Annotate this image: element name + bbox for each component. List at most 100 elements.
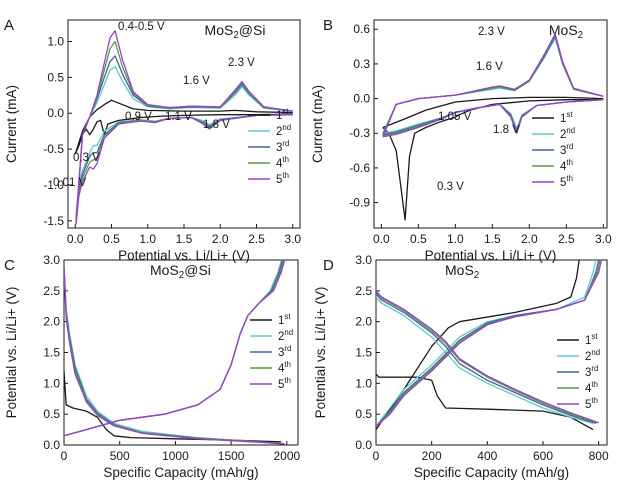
peak-annotation: 0.4-0.5 V bbox=[118, 21, 165, 33]
y-tick-label: -0.3 bbox=[349, 126, 370, 140]
panel-title: MoS2@Si bbox=[205, 22, 266, 41]
legend-label: 5th bbox=[560, 174, 573, 189]
y-axis-label: Current (mA) bbox=[4, 85, 19, 163]
peak-annotation: 1.6 V bbox=[183, 75, 210, 87]
plot-frame bbox=[67, 19, 301, 229]
y-tick-label: 1.0 bbox=[43, 376, 60, 390]
series-line-3rd-discharge bbox=[376, 293, 597, 425]
legend-label: 5th bbox=[278, 376, 291, 391]
panel-letter: B bbox=[323, 17, 333, 34]
series-group bbox=[64, 260, 286, 445]
x-tick-label: 0.5 bbox=[410, 232, 427, 246]
panel-D: 0 200 400 600 800 0.0 0.5 1.0 1.5 2.0 2.5 3.0 Specif… bbox=[313, 253, 609, 480]
x-tick-label: 1.5 bbox=[484, 232, 501, 246]
y-tick-label: 0.5 bbox=[47, 70, 64, 84]
panel-title: MoS2@Si bbox=[150, 262, 211, 281]
series-line-5th-discharge bbox=[64, 266, 285, 445]
x-tick-label: 600 bbox=[533, 449, 553, 463]
y-tick-label: 0.0 bbox=[353, 92, 370, 106]
y-tick-label: 0.0 bbox=[47, 106, 64, 120]
series-line-1st-discharge bbox=[64, 370, 282, 443]
legend-label: 2nd bbox=[585, 348, 600, 363]
series-line-5th-charge bbox=[64, 260, 286, 437]
y-tick-label: -1.5 bbox=[43, 214, 64, 228]
legend-label: 4th bbox=[560, 158, 573, 173]
series-line-2nd-upper bbox=[75, 65, 293, 218]
x-tick-label: 800 bbox=[589, 449, 609, 463]
y-tick-label: 2.5 bbox=[43, 284, 60, 298]
x-axis-label: Potential vs. Li/Li+ (V) bbox=[118, 248, 250, 263]
peak-annotation: 2.3 V bbox=[478, 26, 505, 38]
x-tick-label: 2000 bbox=[274, 449, 301, 463]
x-tick-label: 2.0 bbox=[521, 232, 538, 246]
x-axis-label: Specific Capacity (mAh/g) bbox=[103, 465, 258, 480]
series-line-5th-discharge bbox=[376, 290, 599, 424]
y-tick-label: 0.0 bbox=[355, 438, 372, 452]
x-tick-label: 0.0 bbox=[67, 232, 84, 246]
legend-label: 2nd bbox=[276, 123, 291, 138]
y-tick-label: -0.6 bbox=[349, 161, 370, 175]
peak-annotation: 0.01 V bbox=[53, 177, 87, 189]
x-axis-label: Potential vs. Li/Li+ (V) bbox=[425, 248, 557, 263]
y-tick-label: 1.5 bbox=[355, 346, 372, 360]
y-tick-label: 0.5 bbox=[43, 407, 60, 421]
series-line-2nd-charge bbox=[376, 260, 597, 427]
series-line-4th-upper bbox=[382, 34, 604, 136]
peak-annotation: 1.6 V bbox=[476, 61, 503, 73]
x-tick-label: 1000 bbox=[162, 449, 189, 463]
series-line-5th-upper bbox=[382, 33, 604, 137]
x-axis-label: Specific Capacity (mAh/g) bbox=[414, 465, 569, 480]
y-tick-label: 0.6 bbox=[353, 22, 370, 36]
series-line-3rd-charge bbox=[376, 260, 600, 427]
x-tick-label: 1500 bbox=[218, 449, 245, 463]
legend-label: 1st bbox=[560, 110, 573, 125]
legend-label: 2nd bbox=[278, 328, 293, 343]
x-tick-label: 200 bbox=[422, 449, 442, 463]
series-line-1st-charge bbox=[376, 260, 580, 430]
legend-label: 3rd bbox=[276, 139, 289, 154]
x-tick-label: 0.0 bbox=[373, 232, 390, 246]
x-tick-label: 3.0 bbox=[595, 232, 612, 246]
peak-annotation: 1.1 V bbox=[165, 111, 192, 123]
series-line-1st-discharge bbox=[376, 373, 594, 431]
series-line-4th-discharge bbox=[376, 291, 598, 424]
series-group bbox=[382, 33, 604, 221]
y-tick-label: 0.0 bbox=[43, 438, 60, 452]
panel-title: MoS2 bbox=[445, 262, 479, 281]
y-tick-label: 1.5 bbox=[43, 346, 60, 360]
x-tick-label: 2.5 bbox=[558, 232, 575, 246]
y-tick-label: 1.0 bbox=[355, 376, 372, 390]
series-line-2nd-lower bbox=[75, 114, 293, 218]
legend-label: 3rd bbox=[585, 364, 598, 379]
series-line-4th-lower bbox=[75, 114, 293, 223]
y-axis-label: Current (mA) bbox=[310, 85, 325, 163]
x-tick-label: 1.0 bbox=[447, 232, 464, 246]
peak-annotation: 0.9 V bbox=[125, 111, 152, 123]
legend-label: 4th bbox=[276, 155, 289, 170]
legend-label: 5th bbox=[276, 171, 289, 186]
y-axis-label: Potential vs. Li/Li+ (V) bbox=[4, 287, 19, 419]
panel-title: MoS2 bbox=[549, 22, 583, 41]
series-line-4th-charge bbox=[376, 260, 601, 427]
series-line-3rd-upper bbox=[382, 35, 604, 135]
panel-letter: A bbox=[4, 17, 14, 34]
legend-label: 1st bbox=[585, 332, 598, 347]
x-tick-label: 400 bbox=[477, 449, 497, 463]
legend-label: 4th bbox=[278, 360, 291, 375]
peak-annotation: 0.3 V bbox=[73, 152, 100, 164]
y-tick-label: -0.9 bbox=[349, 196, 370, 210]
y-tick-label: 3.0 bbox=[43, 253, 60, 267]
x-tick-label: 1.0 bbox=[139, 232, 156, 246]
series-line-5th-upper bbox=[75, 30, 293, 225]
panel-B: 0.0 0.5 1.0 1.5 2.0 2.5 3.0 -0.9 -0.6 -0.3 0.0 0.3 0… bbox=[310, 17, 612, 263]
legend-label: 3rd bbox=[278, 344, 291, 359]
y-tick-label: 1.0 bbox=[47, 35, 64, 49]
peak-annotation: 1.05 V bbox=[438, 111, 472, 123]
legend-label: 5th bbox=[585, 396, 598, 411]
x-tick-label: 3.0 bbox=[284, 232, 301, 246]
y-tick-label: -0.5 bbox=[43, 142, 64, 156]
series-line-1st-lower bbox=[382, 99, 604, 221]
panel-letter: C bbox=[4, 257, 15, 274]
panel-letter: D bbox=[323, 257, 334, 274]
